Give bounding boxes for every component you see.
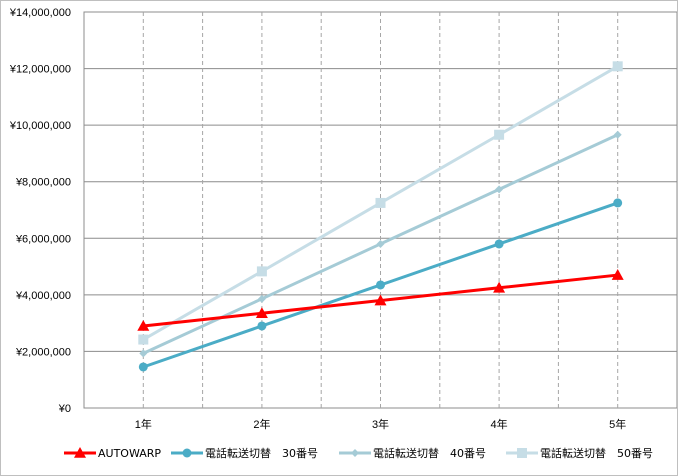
series-1 [137,269,624,331]
legend-label: 電話転送切替 30番号 [205,446,318,460]
legend: AUTOWARP 電話転送切替 30番号 電話転送切替 40番号 電話転送切替 50番… [64,446,653,460]
y-tick-label: ¥8,000,000 [15,177,71,189]
data-point [257,321,267,331]
y-axis-tick-labels: ¥0 ¥2,000,000 ¥4,000,000 ¥6,000,000 ¥8,000,0… [9,7,71,415]
y-tick-label: ¥2,000,000 [15,346,71,358]
data-point [375,197,386,208]
data-point [138,362,148,372]
data-point [494,239,504,249]
data-point [138,334,149,345]
y-tick-label: ¥10,000,000 [9,120,71,132]
data-point [495,185,504,194]
data-point [255,307,268,319]
legend-entry: 電話転送切替 40番号 [339,446,486,460]
legend-entry: 電話転送切替 30番号 [171,446,318,460]
series-4 [138,61,623,345]
data-point [494,129,505,140]
data-point [351,449,359,457]
data-point [613,130,622,139]
series-2 [138,198,623,372]
data-point [74,447,86,458]
legend-entry: AUTOWARP [64,447,161,460]
series-layer [137,61,624,372]
x-tick-label: 4年 [491,417,508,431]
legend-label: 電話転送切替 50番号 [540,446,653,460]
data-point [376,280,385,290]
data-point [139,349,148,358]
y-tick-label: ¥4,000,000 [15,290,71,302]
data-point [517,448,527,458]
data-point [137,319,150,331]
data-point [374,294,387,306]
x-axis-tick-labels: 1年 2年 3年 4年 5年 [135,417,627,431]
y-tick-label: ¥12,000,000 [9,64,71,76]
data-point [182,448,192,458]
y-tick-label: ¥0 [58,403,71,415]
legend-entry: 電話転送切替 50番号 [506,446,653,460]
data-point [493,281,506,293]
y-tick-label: ¥14,000,000 [9,7,71,19]
data-point [376,239,385,248]
x-tick-label: 5年 [609,417,626,431]
x-tick-label: 3年 [372,417,389,431]
x-tick-label: 2年 [253,417,270,431]
legend-label: AUTOWARP [98,447,161,460]
data-point [612,61,623,72]
y-tick-label: ¥6,000,000 [15,233,71,245]
data-point [613,198,623,208]
data-point [256,266,267,277]
data-point [257,294,266,303]
legend-label: 電話転送切替 40番号 [373,446,486,460]
x-tick-label: 1年 [135,417,152,431]
data-point [611,269,624,280]
